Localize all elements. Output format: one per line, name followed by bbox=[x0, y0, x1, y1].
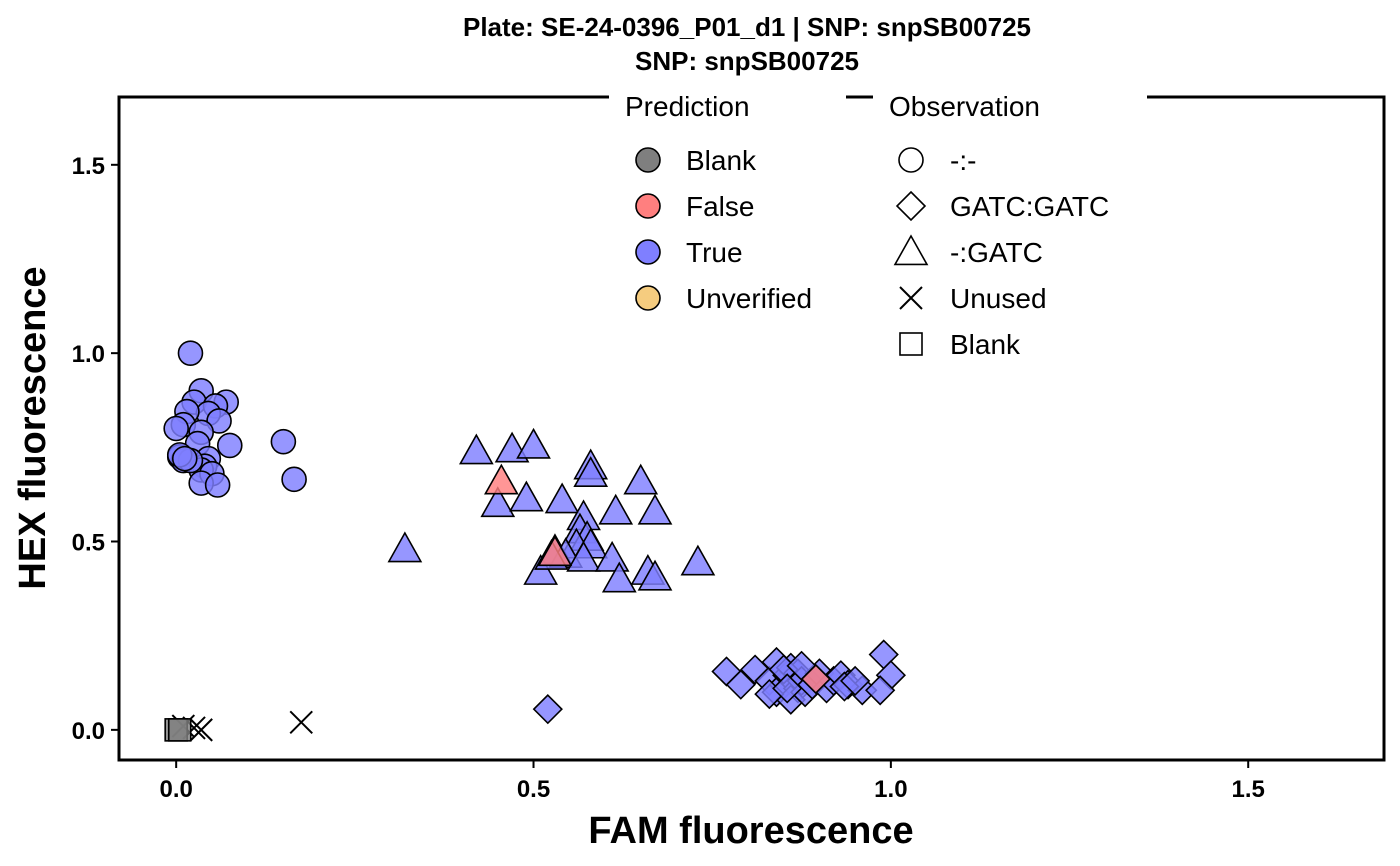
legend-key-triangle bbox=[893, 234, 929, 266]
data-point-cross-blank bbox=[189, 718, 213, 742]
data-point-triangle-true bbox=[523, 554, 559, 585]
legend-key-square bbox=[899, 332, 923, 356]
legend-prediction-items: Blank False True Unverified bbox=[635, 145, 812, 314]
legend-label-true: True bbox=[686, 237, 743, 268]
data-point-diamond-true bbox=[865, 675, 896, 706]
data-point-diamond-false bbox=[800, 663, 831, 695]
y-axis: 0.0 0.5 1.0 1.5 bbox=[72, 153, 119, 745]
legend-observation-items: -:- GATC:GATC -:GATC Unused Blank bbox=[893, 145, 1109, 360]
legend-observation-title: Observation bbox=[889, 91, 1040, 122]
data-point-square-blank bbox=[167, 718, 192, 742]
legend-background bbox=[609, 85, 1147, 375]
y-tick-label: 0.5 bbox=[72, 530, 105, 557]
data-point-diamond-true bbox=[772, 673, 803, 704]
data-point-cross-blank bbox=[289, 710, 313, 735]
y-tick-label: 1.5 bbox=[72, 153, 105, 180]
data-point-triangle-true bbox=[566, 540, 601, 572]
chart-subtitle: SNP: snpSB00725 bbox=[635, 46, 859, 76]
data-point-triangle-true bbox=[509, 480, 544, 512]
legend-key-false bbox=[635, 193, 661, 219]
data-point-triangle-true bbox=[573, 456, 609, 487]
points-layer bbox=[163, 340, 906, 742]
data-point-triangle-true bbox=[623, 463, 659, 495]
legend-label-false: False bbox=[686, 191, 754, 222]
legend-label-diamond: GATC:GATC bbox=[950, 191, 1109, 222]
x-tick-label: 0.0 bbox=[159, 776, 192, 803]
legend-key-cross bbox=[899, 286, 923, 310]
data-point-triangle-true bbox=[480, 486, 516, 518]
x-tick-label: 1.5 bbox=[1232, 776, 1265, 803]
data-point-circle-true bbox=[171, 445, 198, 472]
x-tick-label: 0.5 bbox=[517, 776, 550, 803]
legend-key-unverified bbox=[635, 285, 661, 311]
legend-label-blank: Blank bbox=[686, 145, 757, 176]
legend-prediction-title: Prediction bbox=[625, 91, 750, 122]
legend-key-diamond bbox=[895, 190, 927, 222]
data-point-diamond-true bbox=[725, 669, 756, 700]
x-axis-title: FAM fluorescence bbox=[588, 810, 913, 852]
data-point-circle-true bbox=[216, 432, 243, 459]
data-point-circle-true bbox=[270, 428, 297, 455]
data-point-triangle-true bbox=[458, 433, 494, 465]
legend-label-triangle: -:GATC bbox=[950, 237, 1043, 268]
data-point-diamond-true bbox=[532, 694, 563, 725]
legend-label-cross: Unused bbox=[950, 283, 1047, 314]
y-tick-label: 0.0 bbox=[72, 718, 105, 745]
y-tick-label: 1.0 bbox=[72, 341, 105, 368]
data-point-circle-true bbox=[177, 340, 204, 366]
legend-key-circle bbox=[898, 147, 924, 173]
data-point-circle-true bbox=[204, 472, 231, 498]
legend-label-unverified: Unverified bbox=[686, 283, 812, 314]
legend: Prediction Observation Blank False True Unv… bbox=[609, 85, 1147, 375]
legend-label-circle: -:- bbox=[950, 145, 976, 176]
chart-title: Plate: SE-24-0396_P01_d1 | SNP: snpSB007… bbox=[463, 12, 1031, 42]
data-point-circle-true bbox=[163, 415, 189, 442]
legend-key-blank bbox=[635, 147, 661, 173]
data-point-diamond-true bbox=[839, 665, 871, 697]
legend-key-true bbox=[635, 239, 661, 265]
data-point-triangle-true bbox=[387, 531, 423, 563]
data-point-triangle-true bbox=[516, 427, 551, 459]
data-point-triangle-true bbox=[544, 482, 580, 514]
data-point-triangle-false bbox=[483, 463, 519, 495]
x-axis: 0.0 0.5 1.0 1.5 bbox=[159, 760, 1265, 803]
data-point-triangle-true bbox=[680, 544, 716, 576]
data-point-triangle-true bbox=[637, 559, 673, 591]
data-point-triangle-true bbox=[637, 493, 673, 525]
data-point-triangle-false bbox=[537, 535, 573, 567]
data-point-triangle-true bbox=[598, 493, 634, 525]
data-point-circle-true bbox=[281, 466, 307, 493]
x-tick-label: 1.0 bbox=[874, 776, 907, 803]
y-axis-title: HEX fluorescence bbox=[12, 266, 54, 589]
data-point-triangle-true bbox=[601, 561, 637, 593]
legend-label-square: Blank bbox=[950, 329, 1021, 360]
